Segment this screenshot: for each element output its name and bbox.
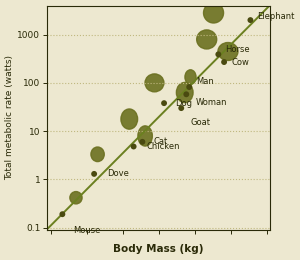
Text: Man: Man (196, 77, 214, 86)
Ellipse shape (203, 3, 224, 23)
Text: Woman: Woman (195, 99, 227, 107)
Ellipse shape (138, 126, 152, 146)
Text: Cat: Cat (153, 137, 167, 146)
Ellipse shape (185, 70, 196, 84)
Point (92, 172, 97, 176)
Text: Horse: Horse (226, 45, 250, 54)
Text: Dog: Dog (175, 99, 192, 108)
Ellipse shape (218, 43, 238, 61)
Text: Dove: Dove (107, 170, 129, 178)
Point (216, 52, 221, 56)
Ellipse shape (91, 147, 104, 161)
Text: Mouse: Mouse (73, 226, 101, 235)
Point (131, 145, 136, 149)
Text: Goat: Goat (190, 118, 210, 127)
Ellipse shape (121, 109, 138, 129)
Point (179, 106, 184, 110)
Point (222, 60, 226, 64)
Text: Chicken: Chicken (146, 142, 180, 151)
Ellipse shape (197, 30, 217, 49)
Text: Cow: Cow (231, 57, 249, 67)
Y-axis label: Total metabolic rate (watts): Total metabolic rate (watts) (6, 55, 15, 180)
Point (162, 101, 167, 105)
Point (140, 140, 145, 144)
Point (248, 18, 253, 22)
Point (60, 212, 65, 216)
Point (187, 85, 192, 89)
Text: Elephant: Elephant (258, 12, 295, 21)
Ellipse shape (176, 82, 193, 103)
Point (184, 92, 189, 96)
Ellipse shape (70, 192, 82, 204)
Ellipse shape (145, 74, 164, 92)
X-axis label: Body Mass (kg): Body Mass (kg) (113, 244, 204, 255)
